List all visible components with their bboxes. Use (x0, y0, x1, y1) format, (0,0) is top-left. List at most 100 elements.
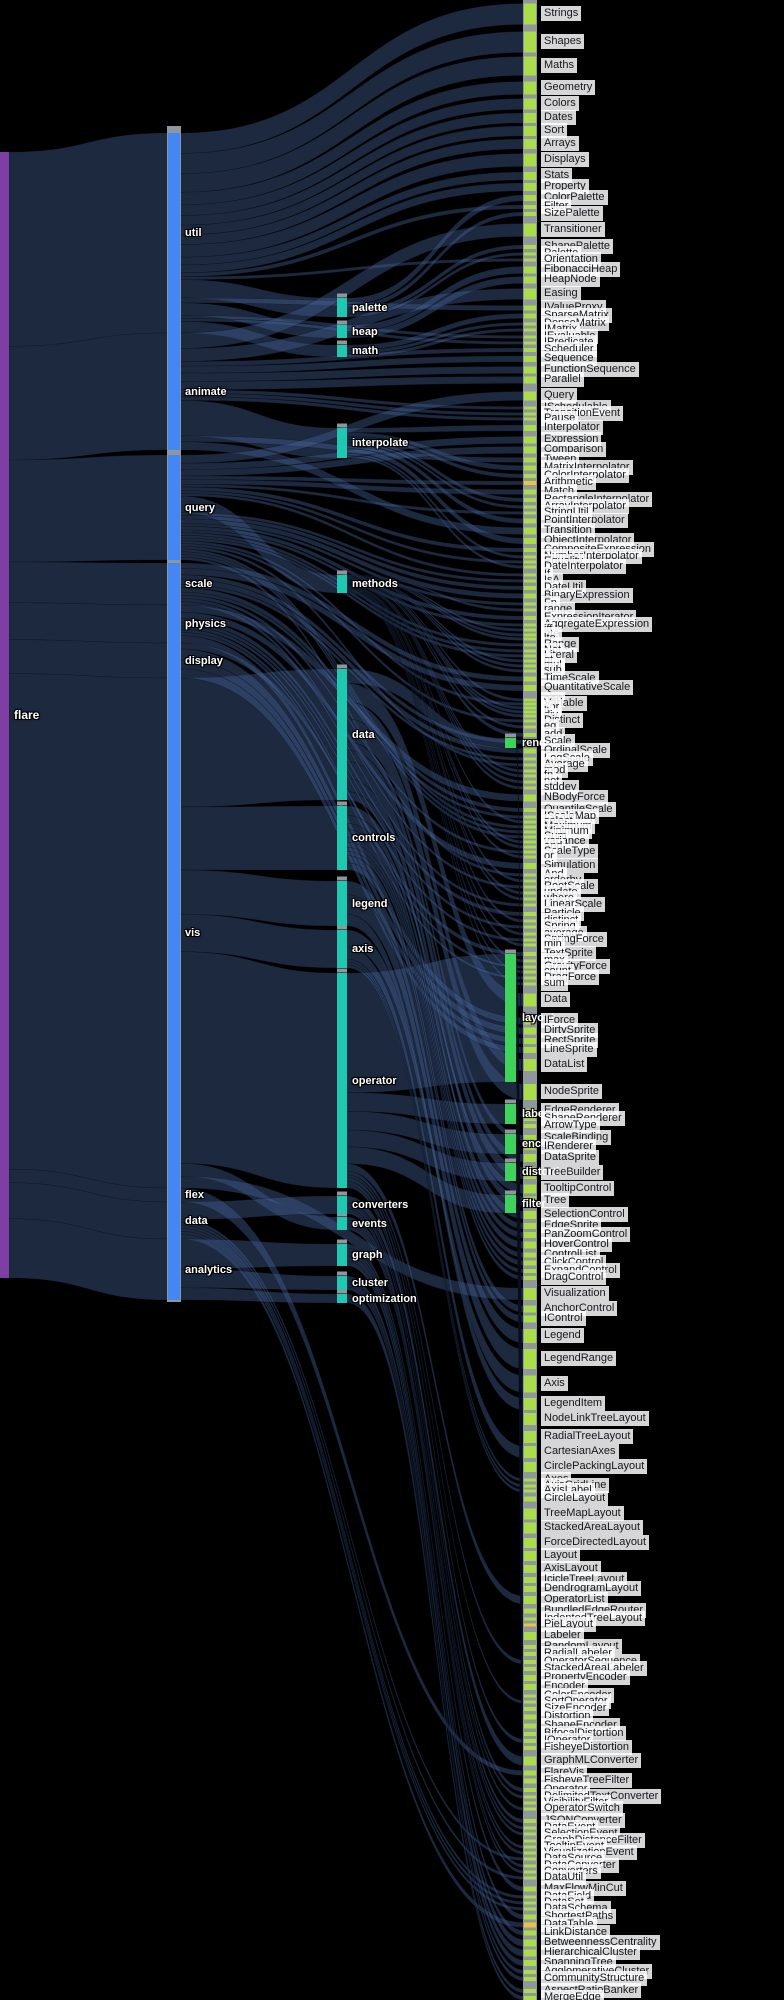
sankey-node-FibonacciHeap[interactable] (524, 266, 536, 274)
sankey-node-OrdinalScale[interactable] (524, 748, 536, 754)
sankey-node-Strings[interactable] (524, 3, 536, 25)
sankey-node-IMatrix[interactable] (524, 328, 536, 332)
sankey-node-ColorEncoder[interactable] (524, 1694, 536, 1698)
sankey-node-IControl[interactable] (524, 1315, 536, 1323)
sankey-node-GravityForce[interactable] (524, 965, 536, 969)
sankey-node-events[interactable] (337, 1217, 347, 1230)
sankey-node-StackedAreaLabeler[interactable] (524, 1667, 536, 1671)
sankey-node-DataTable[interactable] (524, 1922, 536, 1928)
sankey-node-CartesianAxes[interactable] (524, 1446, 536, 1458)
sankey-node-lt[interactable] (524, 710, 536, 714)
sankey-node-heap[interactable] (337, 325, 347, 338)
sankey-node-Comparison[interactable] (524, 446, 536, 454)
sankey-node-Transition[interactable] (524, 527, 536, 535)
sankey-node-Palette[interactable] (524, 252, 536, 256)
sankey-node-mod[interactable] (524, 769, 536, 773)
sankey-node-BifocalDistortion[interactable] (524, 1732, 536, 1736)
sankey-node-min[interactable] (524, 943, 536, 947)
sankey-node-DataSprite[interactable] (524, 1154, 536, 1162)
sankey-node-TimeScale[interactable] (524, 676, 536, 682)
sankey-node-LegendRange[interactable] (524, 1349, 536, 1369)
sankey-node-DataConverter[interactable] (524, 1864, 536, 1868)
sankey-node-FisheyeTreeFilter[interactable] (524, 1778, 536, 1784)
sankey-node-DirtySprite[interactable] (524, 1027, 536, 1035)
sankey-node-ObjectInterpolator[interactable] (524, 538, 536, 544)
sankey-node-MaxFlowMinCut[interactable] (524, 1886, 536, 1892)
sankey-node-Scheduler[interactable] (524, 348, 536, 352)
sankey-node-DataSchema[interactable] (524, 1907, 536, 1911)
sankey-node-SizePalette[interactable] (524, 212, 536, 216)
sankey-node-TextSprite[interactable] (524, 952, 536, 956)
sankey-node-If[interactable] (524, 573, 536, 577)
sankey-node-IValueProxy[interactable] (524, 305, 536, 311)
sankey-node-TreeBuilder[interactable] (524, 1167, 536, 1179)
sankey-node-LegendItem[interactable] (524, 1398, 536, 1410)
sankey-node-max[interactable] (524, 959, 536, 963)
sankey-node-stddev[interactable] (524, 786, 536, 790)
sankey-node-AxisLabel[interactable] (524, 1489, 536, 1493)
sankey-node-Variable[interactable] (524, 702, 536, 706)
sankey-node-Minimum[interactable] (524, 830, 536, 834)
sankey-node-HoverControl[interactable] (524, 1241, 536, 1249)
sankey-link-interpolate-Interpolator[interactable] (346, 424, 525, 433)
sankey-node-Interpolator[interactable] (524, 425, 536, 431)
sankey-node-variance[interactable] (524, 840, 536, 844)
sankey-node-Sort[interactable] (524, 126, 536, 136)
sankey-node-where[interactable] (524, 897, 536, 901)
sankey-node-distinct[interactable] (524, 919, 536, 923)
sankey-node-ShapeEncoder[interactable] (524, 1723, 536, 1729)
sankey-node-DateUtil[interactable] (524, 586, 536, 590)
sankey-node-div[interactable] (524, 714, 536, 718)
sankey-node-PanZoomControl[interactable] (524, 1232, 536, 1238)
sankey-node-ExpandControl[interactable] (524, 1269, 536, 1273)
sankey-node-NodeLinkTreeLayout[interactable] (524, 1413, 536, 1425)
sankey-node-CircleLayout[interactable] (524, 1496, 536, 1502)
sankey-node-AggregateExpression[interactable] (524, 623, 536, 627)
sankey-node-Distinct[interactable] (524, 719, 536, 723)
sankey-link-flare-scale[interactable] (8, 561, 169, 606)
sankey-node-Colors[interactable] (524, 98, 536, 110)
sankey-node-GraphDistanceFilter[interactable] (524, 1839, 536, 1843)
sankey-node-FlareVis[interactable] (524, 1770, 536, 1776)
sankey-node-data[interactable] (168, 1202, 180, 1239)
sankey-node-analytics[interactable] (168, 1239, 180, 1300)
sankey-node-LogScale[interactable] (524, 757, 536, 761)
sankey-node-Literal[interactable] (524, 654, 536, 658)
sankey-node-operator[interactable] (337, 973, 347, 1188)
sankey-node-DataField[interactable] (524, 1895, 536, 1899)
sankey-node-Sequence[interactable] (524, 356, 536, 362)
sankey-node-IScaleMap[interactable] (524, 815, 536, 819)
sankey-node-graph[interactable] (337, 1244, 347, 1266)
sankey-node-query[interactable] (168, 455, 180, 560)
sankey-node-ScaleBinding[interactable] (524, 1135, 536, 1141)
sankey-node-Maths[interactable] (524, 56, 536, 76)
sankey-node-Geometry[interactable] (524, 81, 536, 95)
sankey-node-gt[interactable] (524, 659, 536, 663)
sankey-node-OperatorSwitch[interactable] (524, 1807, 536, 1811)
sankey-node-ExpressionIterator[interactable] (524, 616, 536, 620)
sankey-node-render[interactable] (505, 738, 516, 748)
sankey-node-StringUtil[interactable] (524, 511, 536, 515)
sankey-node-Easing[interactable] (524, 288, 536, 300)
sankey-node-JSONConverter[interactable] (524, 1819, 536, 1823)
sankey-node-ScaleType[interactable] (524, 850, 536, 854)
sankey-node-GraphMLConverter[interactable] (524, 1756, 536, 1766)
sankey-node-DelimitedTextConverter[interactable] (524, 1795, 536, 1799)
sankey-link-flare-animate[interactable] (8, 332, 169, 461)
sankey-link-flare-query[interactable] (8, 454, 169, 563)
sankey-node-Property[interactable] (524, 183, 536, 191)
sankey-node-physics[interactable] (168, 605, 180, 643)
sankey-node-DataEvent[interactable] (524, 1826, 536, 1830)
sankey-node-select[interactable] (524, 820, 536, 824)
sankey-node-DendrogramLayout[interactable] (524, 1586, 536, 1592)
sankey-node-IndentedTreeLayout[interactable] (524, 1617, 536, 1621)
sankey-node-ClickControl[interactable] (524, 1260, 536, 1266)
sankey-node-layout[interactable] (505, 954, 516, 1082)
sankey-node-HeapNode[interactable] (524, 276, 536, 284)
sankey-link-flare-vis[interactable] (8, 673, 169, 1189)
sankey-node-DataSource[interactable] (524, 1857, 536, 1861)
sankey-node-FisheyeDistortion[interactable] (524, 1746, 536, 1750)
sankey-node-math[interactable] (337, 345, 347, 357)
sankey-node-Filter[interactable] (524, 205, 536, 209)
sankey-node-PropertyEncoder[interactable] (524, 1675, 536, 1681)
